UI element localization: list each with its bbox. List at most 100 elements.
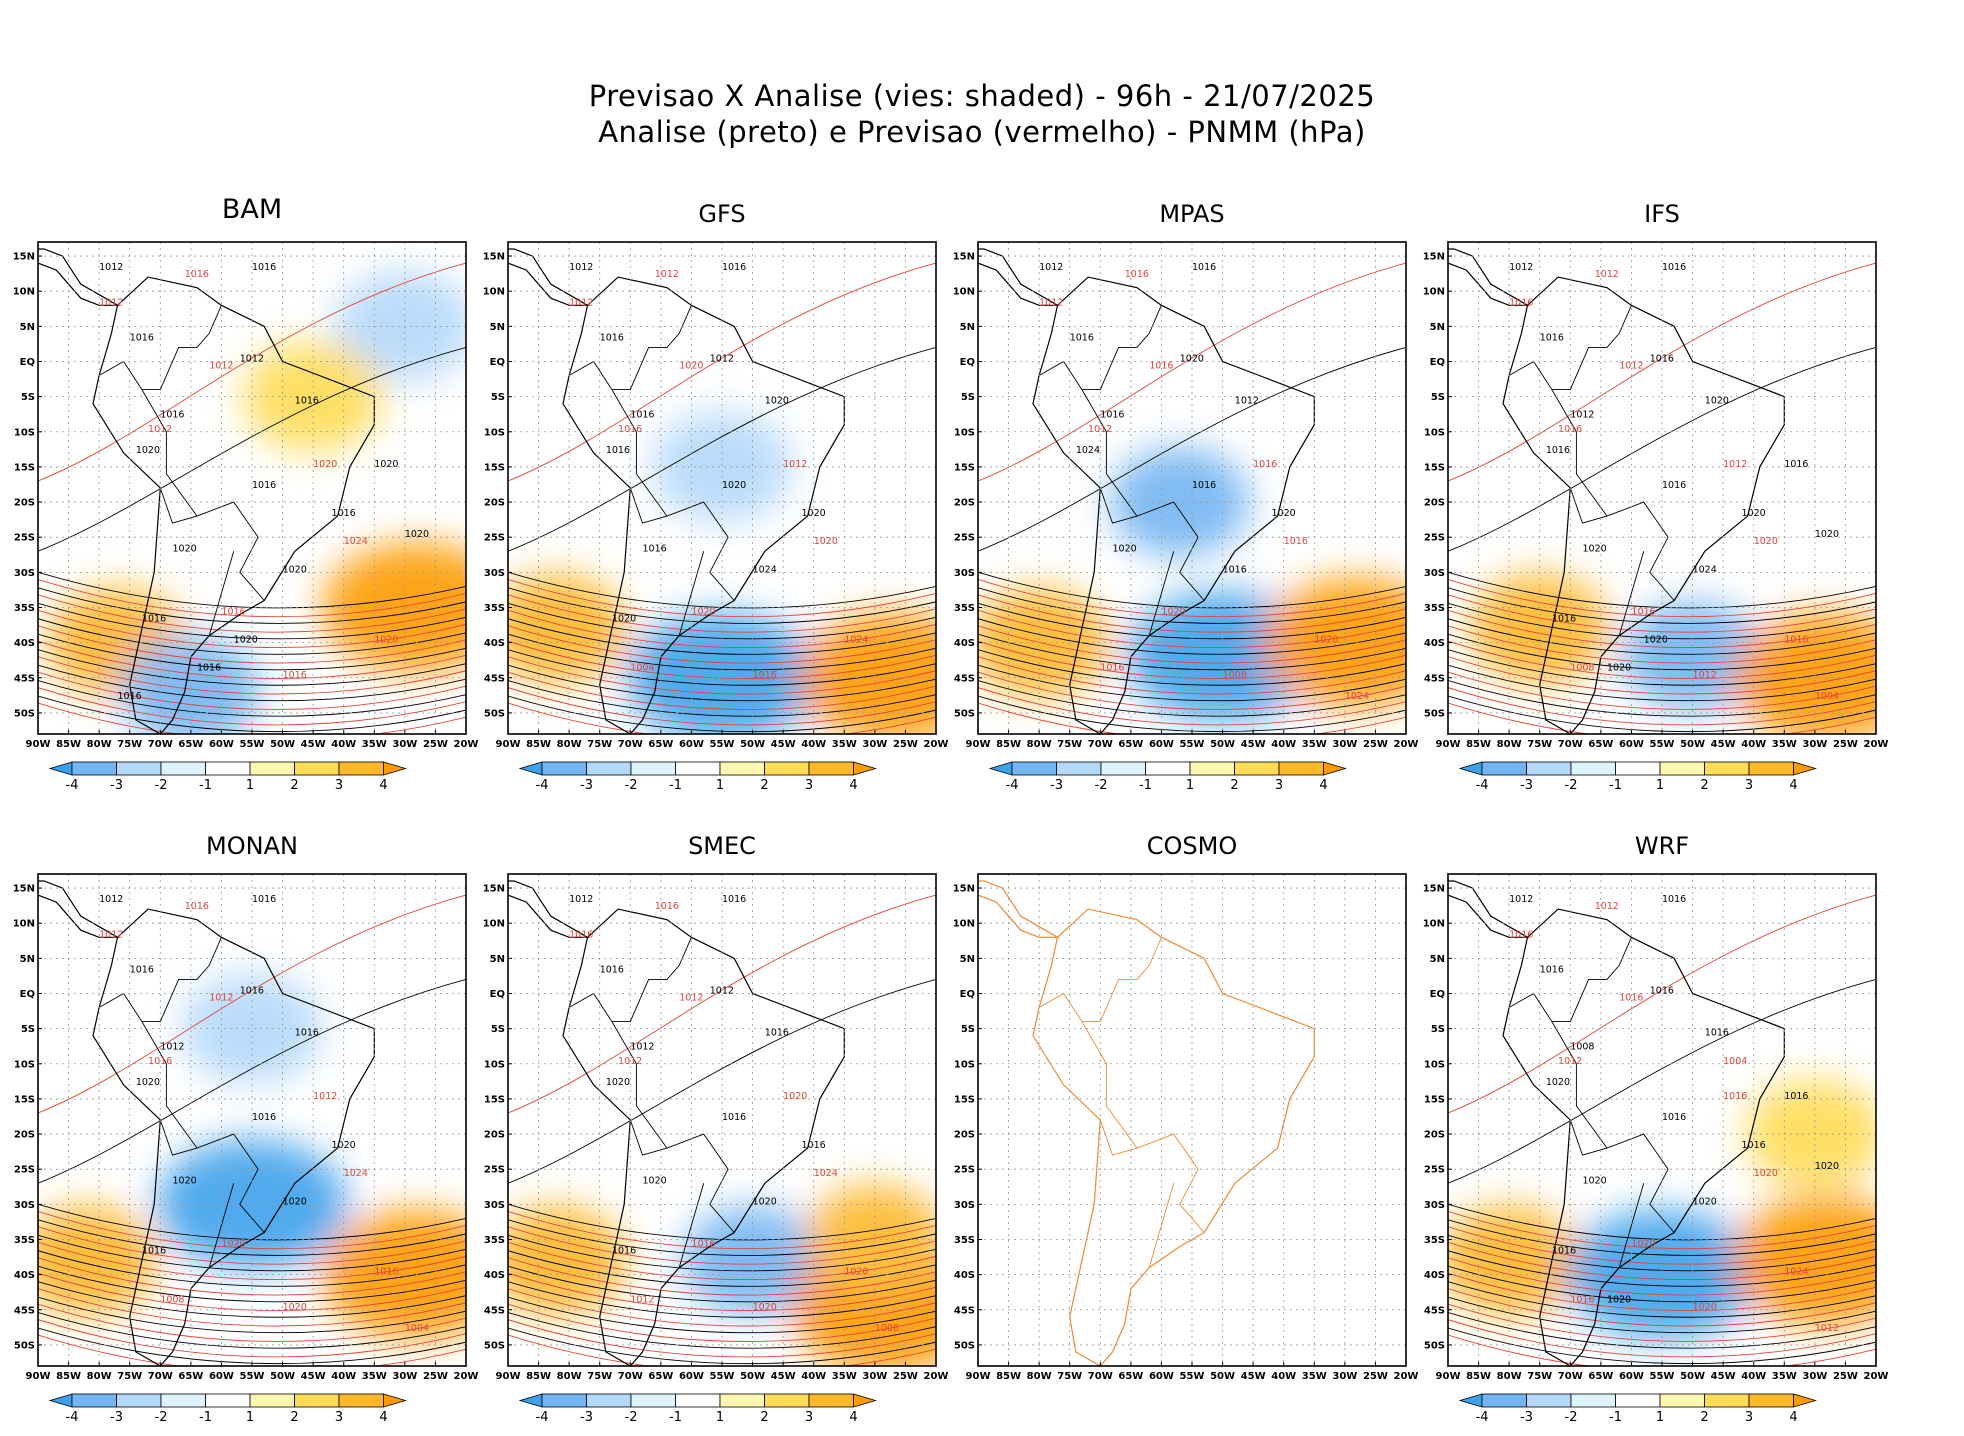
lat-tick-label: 25S <box>954 1165 975 1176</box>
forecast-label: 1016 <box>1284 536 1308 547</box>
bias-region <box>322 1209 466 1340</box>
forecast-label: 1020 <box>679 361 703 372</box>
colorbar-arrow-left <box>48 761 73 776</box>
map-monan: 1012 1016 1016 1016 1012 1016 1020 1016 1020 1020… <box>13 873 478 1425</box>
analysis-label: 1020 <box>1815 529 1839 540</box>
lat-tick-label: 5S <box>1431 392 1445 403</box>
forecast-label: 1020 <box>1754 536 1778 547</box>
analysis-isobar <box>38 1219 466 1256</box>
isobar-curve <box>978 262 1406 482</box>
analysis-label: 1024 <box>753 564 777 575</box>
gridlines <box>1448 874 1876 1366</box>
bias-region <box>1109 447 1250 558</box>
lat-tick-label: 20S <box>14 1130 35 1141</box>
analysis-label: 1016 <box>160 410 184 421</box>
analysis-isobar <box>38 1296 466 1334</box>
forecast-label: 1012 <box>1723 459 1747 470</box>
lat-tick-label: 15N <box>1423 884 1445 895</box>
lat-tick-label: 10N <box>953 287 975 298</box>
lon-tick-label: 20W <box>924 739 949 750</box>
analysis-label: 1020 <box>753 1196 777 1207</box>
lat-tick-label: 15N <box>953 884 975 895</box>
colorbar-label: -3 <box>1520 778 1533 793</box>
forecast-label: 1016 <box>1509 929 1533 940</box>
lat-tick-label: 45S <box>954 673 975 684</box>
lat-tick-label: 15N <box>13 252 35 263</box>
country-border <box>1618 551 1645 636</box>
forecast-label: 1024 <box>344 536 368 547</box>
lat-tick-label: 45S <box>484 1305 505 1316</box>
gridlines <box>508 874 936 1366</box>
lon-tick-label: 30W <box>1802 1371 1827 1382</box>
isobars <box>1448 894 1876 1366</box>
colorbar-label: 4 <box>849 1410 857 1425</box>
lon-tick-label: 85W <box>1466 739 1491 750</box>
lat-tick-label: 15S <box>484 1094 505 1105</box>
lat-tick-label: 35S <box>954 603 975 614</box>
lat-tick-label: 15N <box>1423 252 1445 263</box>
colorbar-segment <box>1056 761 1102 776</box>
colorbar-segment <box>1615 1393 1661 1408</box>
country-border <box>1551 389 1675 601</box>
lat-tick-label: 30S <box>484 568 505 579</box>
lat-tick-label: 40S <box>954 638 975 649</box>
forecast-label: 1012 <box>1815 1323 1839 1334</box>
analysis-isobar <box>1448 649 1876 686</box>
country-border <box>1081 389 1205 601</box>
colorbar-segment <box>764 1393 810 1408</box>
country-border <box>1081 937 1162 1023</box>
colorbar-segment <box>675 761 721 776</box>
lat-tick-label: 25S <box>1424 1165 1445 1176</box>
analysis-isobar <box>1448 1219 1876 1256</box>
lat-tick-label: 40S <box>954 1270 975 1281</box>
forecast-label: 1016 <box>1570 1295 1594 1306</box>
analysis-isobar <box>978 664 1406 702</box>
analysis-label: 1016 <box>1100 410 1124 421</box>
gridlines <box>38 242 466 734</box>
lat-tick-label: 40S <box>14 638 35 649</box>
lat-tick-label: 45S <box>954 1305 975 1316</box>
forecast-isobar <box>1448 609 1876 649</box>
colorbar-label: -4 <box>66 778 79 793</box>
lat-tick-label: 15N <box>953 252 975 263</box>
lat-tick-label: 5N <box>1430 954 1445 965</box>
colorbar-segment <box>294 1393 340 1408</box>
colorbar-segment <box>808 761 854 776</box>
lon-tick-label: 70W <box>1558 739 1583 750</box>
lat-tick-label: 30S <box>954 1200 975 1211</box>
analysis-label: 1016 <box>1784 1091 1808 1102</box>
analysis-label: 1016 <box>643 543 667 554</box>
lon-tick-label: 40W <box>801 739 826 750</box>
lon-tick-label: 60W <box>1619 1371 1644 1382</box>
lat-tick-label: 25S <box>484 1165 505 1176</box>
analysis-label: 1008 <box>1570 1042 1594 1053</box>
colorbar-arrow-right <box>383 1393 407 1408</box>
lat-tick-label: 15S <box>1424 462 1445 473</box>
isobar-curve <box>38 894 466 1114</box>
forecast-label: 1020 <box>753 1302 777 1313</box>
colorbar-segment <box>205 1393 251 1408</box>
colorbar-label: -2 <box>625 1410 638 1425</box>
lon-tick-label: 50W <box>270 739 295 750</box>
analysis-label: 1012 <box>1235 396 1259 407</box>
forecast-label: 1016 <box>1125 269 1149 280</box>
map-content: 1012 1016 1016 1012 1016 1020 1016 1020 1020 1016… <box>508 242 936 734</box>
forecast-label: 1020 <box>313 459 337 470</box>
lon-tick-label: 25W <box>893 1371 918 1382</box>
lat-tick-label: 40S <box>1424 1270 1445 1281</box>
colorbar-arrow-right <box>1793 1393 1817 1408</box>
lon-tick-label: 65W <box>648 739 673 750</box>
coastline <box>562 276 845 734</box>
lat-tick-label: 35S <box>484 1235 505 1246</box>
country-border <box>1099 1119 1138 1156</box>
colorbar-arrow-left <box>988 761 1013 776</box>
colorbar-arrow-right <box>853 1393 877 1408</box>
forecast-label: 1016 <box>221 607 245 618</box>
colorbar-label: -3 <box>1520 1410 1533 1425</box>
lon-tick-label: 65W <box>1118 1371 1143 1382</box>
colorbar-segment <box>1145 761 1191 776</box>
analysis-label: 1016 <box>130 332 154 343</box>
forecast-isobar <box>978 578 1406 618</box>
panel-title-wrf: WRF <box>1634 832 1690 860</box>
analysis-label: 1016 <box>295 1028 319 1039</box>
